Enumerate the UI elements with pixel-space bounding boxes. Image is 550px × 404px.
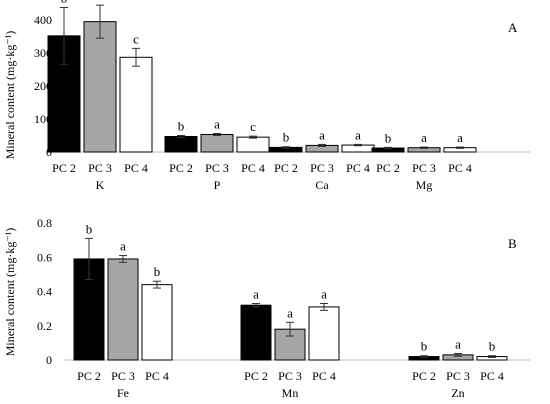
significance-letter: a [287, 305, 293, 320]
bar [240, 304, 272, 361]
significance-letter: b [385, 130, 392, 145]
bar [164, 135, 198, 153]
significance-letter: a [421, 130, 427, 145]
significance-letter: a [321, 286, 327, 301]
significance-letter: a [253, 286, 259, 301]
significance-letter: a [455, 336, 461, 351]
panel-label: B [508, 236, 517, 251]
x-tick-label: PC 4 [312, 369, 336, 383]
significance-letter: b [421, 339, 428, 354]
significance-letter: a [97, 0, 103, 3]
y-tick-label: 400 [34, 13, 52, 27]
x-tick-label: PC 4 [241, 161, 265, 175]
panel-a-chart: 0100200300400Mineral content (mg·kg⁻¹)Ab… [3, 0, 530, 192]
significance-letter: b [154, 264, 161, 279]
significance-letter: c [250, 119, 256, 134]
x-tick-label: PC 3 [278, 369, 302, 383]
x-tick-label: PC 3 [111, 369, 135, 383]
x-tick-label: PC 4 [145, 369, 169, 383]
y-axis-title: Mineral content (mg·kg⁻¹) [3, 228, 17, 357]
significance-letter: b [61, 0, 68, 5]
x-tick-label: PC 3 [412, 161, 436, 175]
bar [308, 306, 340, 361]
bar [141, 284, 173, 361]
x-tick-label: PC 2 [274, 161, 298, 175]
x-tick-label: PC 2 [412, 369, 436, 383]
group-label: Mg [416, 178, 433, 192]
y-tick-label: 0.8 [37, 216, 52, 230]
group-label: Ca [315, 178, 329, 192]
y-axis-title: Mineral content (mg·kg⁻¹) [3, 31, 17, 160]
x-tick-label: PC 3 [205, 161, 229, 175]
bar [200, 134, 234, 153]
bar [83, 21, 117, 153]
significance-letter: b [489, 339, 496, 354]
bar [236, 136, 270, 153]
x-tick-label: PC 4 [480, 369, 504, 383]
significance-letter: b [86, 221, 93, 236]
significance-letter: a [319, 127, 325, 142]
x-tick-label: PC 3 [310, 161, 334, 175]
significance-letter: b [178, 119, 185, 134]
bar [107, 258, 139, 361]
group-label: Mn [282, 386, 299, 400]
group-label: Zn [451, 386, 464, 400]
y-tick-label: 0 [46, 353, 52, 367]
x-tick-label: PC 4 [448, 161, 472, 175]
panel-label: A [508, 20, 518, 35]
x-tick-label: PC 3 [446, 369, 470, 383]
y-tick-label: 0.6 [37, 250, 52, 264]
x-tick-label: PC 4 [346, 161, 370, 175]
x-tick-label: PC 2 [169, 161, 193, 175]
significance-letter: a [214, 117, 220, 132]
x-tick-label: PC 2 [52, 161, 76, 175]
x-tick-label: PC 3 [88, 161, 112, 175]
x-tick-label: PC 2 [244, 369, 268, 383]
bar [119, 56, 153, 153]
group-label: Fe [117, 386, 129, 400]
group-label: K [96, 178, 105, 192]
x-tick-label: PC 4 [124, 161, 148, 175]
x-tick-label: PC 2 [376, 161, 400, 175]
significance-letter: c [133, 31, 139, 46]
x-tick-label: PC 2 [77, 369, 101, 383]
significance-letter: b [283, 130, 290, 145]
y-tick-label: 0.2 [37, 319, 52, 333]
significance-letter: a [355, 127, 361, 142]
significance-letter: a [457, 130, 463, 145]
significance-letter: a [120, 239, 126, 254]
group-label: P [214, 178, 221, 192]
y-tick-label: 0.4 [37, 285, 52, 299]
panel-b-chart: 0 0.2 0.4 0.6 0.8 Mineral content (mg·kg⁻¹) Bb… [3, 216, 530, 400]
